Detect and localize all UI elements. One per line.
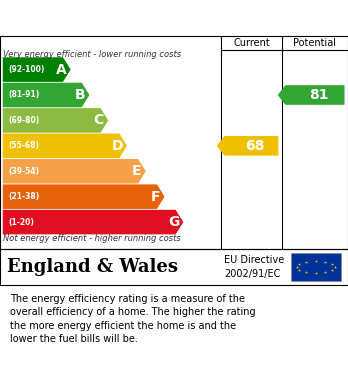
Text: 68: 68 <box>245 139 264 153</box>
Text: E: E <box>132 164 141 178</box>
Text: D: D <box>112 139 123 153</box>
Text: F: F <box>150 190 160 204</box>
Polygon shape <box>3 134 127 158</box>
Text: (69-80): (69-80) <box>8 116 39 125</box>
Text: (81-91): (81-91) <box>8 90 39 99</box>
Text: 81: 81 <box>309 88 328 102</box>
Text: England & Wales: England & Wales <box>7 258 178 276</box>
Text: (39-54): (39-54) <box>8 167 39 176</box>
Polygon shape <box>3 185 165 209</box>
Text: G: G <box>168 215 180 229</box>
Text: C: C <box>94 113 104 127</box>
Text: A: A <box>56 63 66 77</box>
Polygon shape <box>217 136 278 156</box>
Polygon shape <box>3 159 146 183</box>
Polygon shape <box>278 85 345 105</box>
Text: (21-38): (21-38) <box>8 192 39 201</box>
Text: EU Directive
2002/91/EC: EU Directive 2002/91/EC <box>224 255 285 279</box>
Text: Not energy efficient - higher running costs: Not energy efficient - higher running co… <box>3 234 181 243</box>
Text: Current: Current <box>233 38 270 48</box>
Text: B: B <box>75 88 85 102</box>
Text: Very energy efficient - lower running costs: Very energy efficient - lower running co… <box>3 50 182 59</box>
Bar <box>291 253 341 281</box>
Polygon shape <box>3 210 183 234</box>
Polygon shape <box>3 57 71 82</box>
Polygon shape <box>3 83 89 107</box>
Text: (1-20): (1-20) <box>8 217 34 226</box>
Text: The energy efficiency rating is a measure of the
overall efficiency of a home. T: The energy efficiency rating is a measur… <box>10 294 256 344</box>
Text: Potential: Potential <box>293 38 337 48</box>
Polygon shape <box>3 108 108 133</box>
Text: (92-100): (92-100) <box>8 65 45 74</box>
Text: (55-68): (55-68) <box>8 141 39 150</box>
Text: Energy Efficiency Rating: Energy Efficiency Rating <box>10 11 220 25</box>
